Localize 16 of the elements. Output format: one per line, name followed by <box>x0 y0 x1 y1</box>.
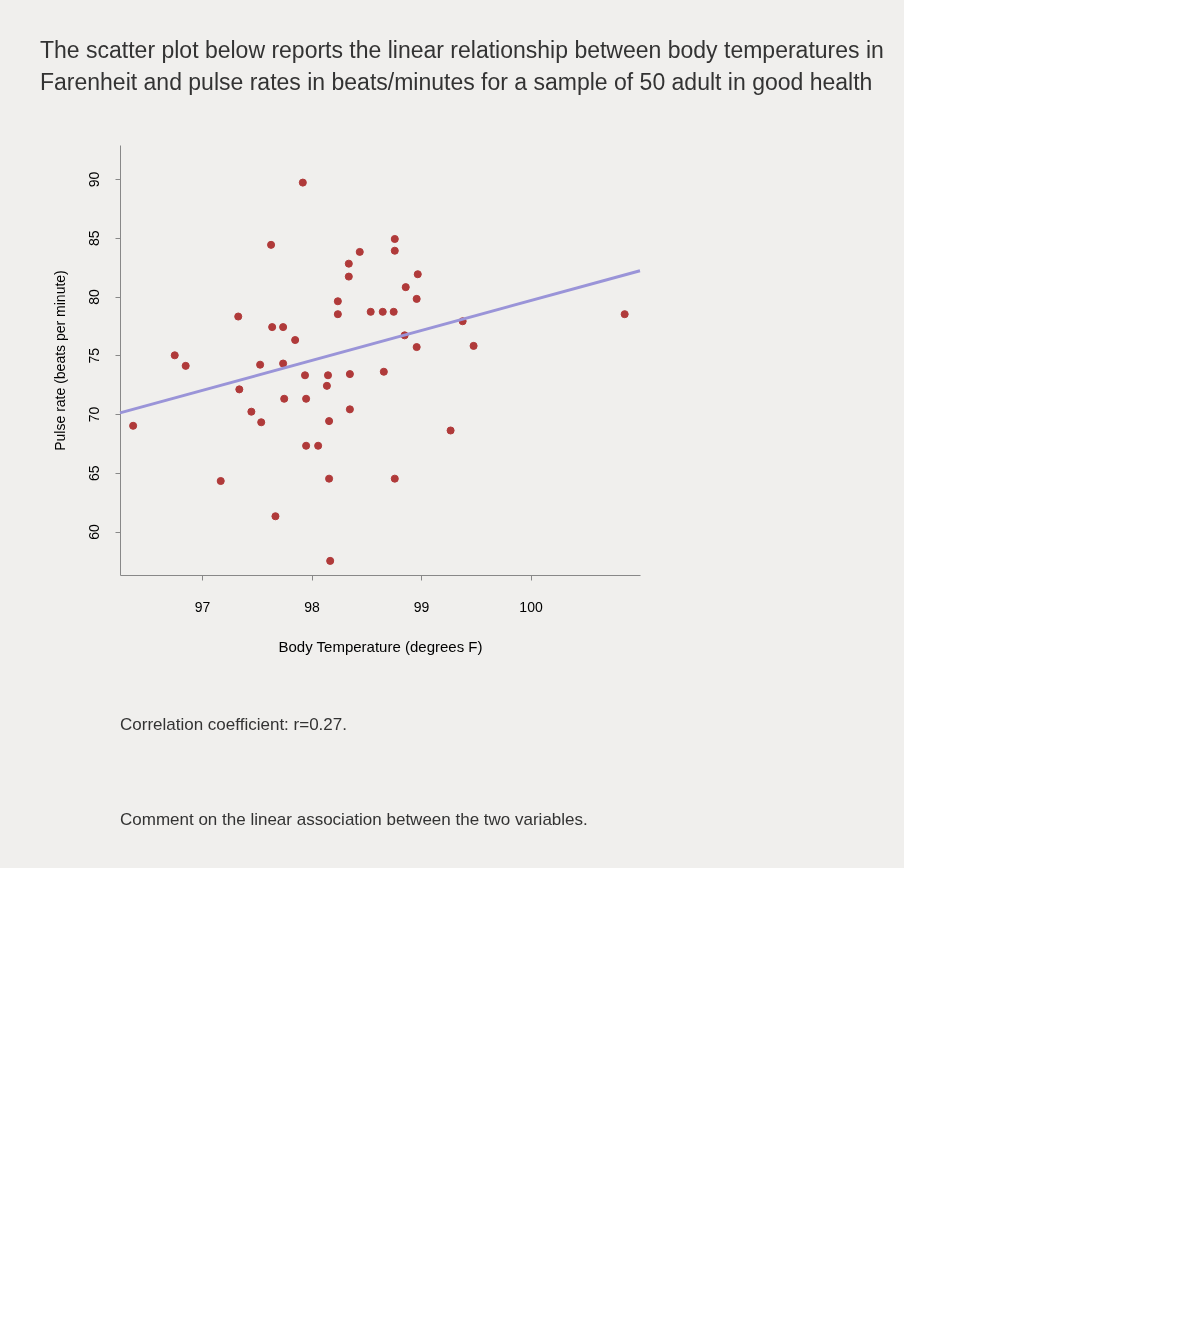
text: Comment on the linear association between the two variables. <box>120 810 588 829</box>
chart-title: The scatter plot below reports the linear relationship between body temperatures in Farenheit and pulse rates in beats/minutes for a sample of 50 adult in good health <box>40 37 884 95</box>
y-axis-title: Pulse rate (beats per minute) <box>51 270 68 451</box>
x-axis-title: Body Temperature (degrees F) <box>278 637 483 655</box>
text: Correlation coefficient: r=0.27. <box>120 715 347 734</box>
y-tick-label: 80 <box>85 289 102 305</box>
y-tick-label: 90 <box>85 171 102 188</box>
y-tick-label: 75 <box>85 347 102 364</box>
y-tick-label: 65 <box>85 465 102 482</box>
y-tick-label: 85 <box>85 230 102 247</box>
x-tick-label: 97 <box>194 598 211 615</box>
y-tick-label: 70 <box>85 406 102 423</box>
x-tick-label: 98 <box>304 598 321 615</box>
x-tick-label: 100 <box>519 598 543 615</box>
y-tick-label: 60 <box>85 524 102 540</box>
x-tick-label: 99 <box>413 598 430 615</box>
